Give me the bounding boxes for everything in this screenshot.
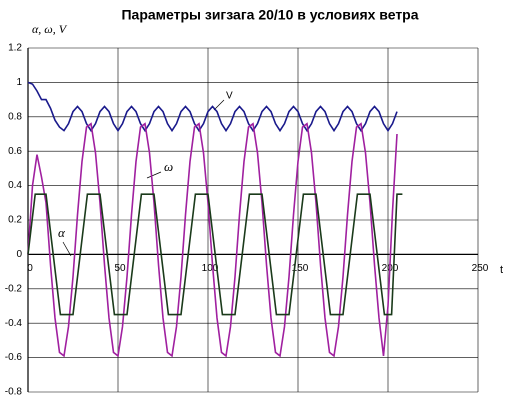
y-tick-label: -0.4 — [5, 318, 23, 329]
series-line — [27, 193, 403, 316]
x-tick-label: 150 — [292, 263, 309, 274]
y-tick-label: -0.8 — [5, 387, 23, 398]
y-tick-label: 0.4 — [8, 180, 22, 191]
x-tick-label: 100 — [202, 263, 219, 274]
series-line — [27, 122, 398, 358]
series-line — [27, 81, 398, 133]
leader-line — [62, 241, 72, 257]
leader-line — [146, 171, 162, 179]
x-tick-label: 0 — [27, 263, 33, 274]
y-tick-label: 0.2 — [8, 215, 22, 226]
y-tick-label: -0.2 — [5, 283, 23, 294]
x-tick-label: 250 — [472, 263, 489, 274]
annotation: ω — [164, 159, 173, 174]
y-axis-label: α, ω, V — [32, 22, 68, 36]
y-tick-label: 0.8 — [8, 111, 22, 122]
x-axis-label: t — [500, 264, 503, 276]
y-tick-label: 1 — [16, 77, 22, 88]
y-tick-label: -0.6 — [5, 352, 23, 363]
chart-title: Параметры зигзага 20/10 в условиях ветра — [121, 7, 418, 23]
y-tick-label: 0 — [16, 249, 22, 260]
y-tick-label: 0.6 — [8, 146, 22, 157]
annotation: α — [58, 225, 66, 240]
x-tick-label: 50 — [114, 263, 126, 274]
leader-line — [213, 99, 225, 111]
annotation: V — [226, 91, 233, 102]
y-tick-label: 1.2 — [8, 43, 22, 54]
